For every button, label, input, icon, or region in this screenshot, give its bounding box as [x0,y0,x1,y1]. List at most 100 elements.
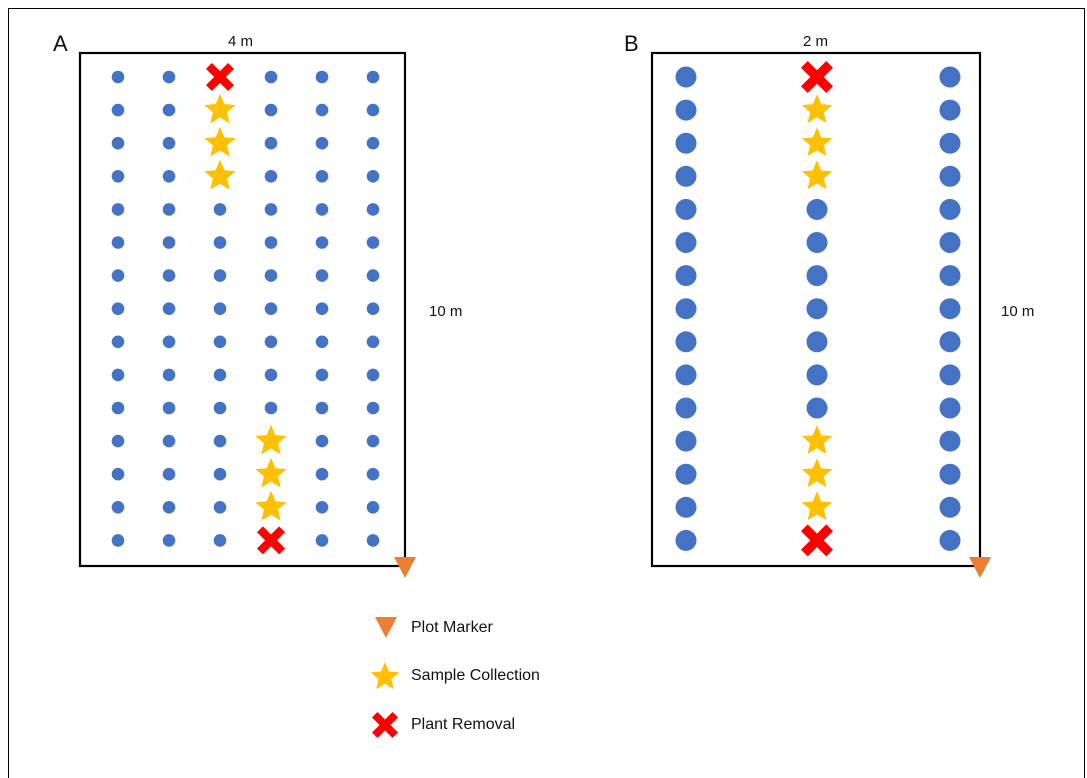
plant-dot [366,269,380,282]
plant-dot [366,335,380,349]
plant-dot [806,198,828,220]
plot-marker-triangle-down-icon [394,557,416,578]
plant-dot [213,203,227,216]
plant-dot [939,364,961,386]
plant-dot [264,236,278,249]
plant-dot [162,534,176,547]
legend-plant-removal-x-mark-icon [372,712,398,738]
panel-b [650,51,991,578]
legend-label-sample-collection: Sample Collection [411,667,540,684]
plant-dot [213,401,227,415]
plant-dot [366,501,380,514]
plant-dot [939,99,961,121]
sample-collection-star-icon [255,457,287,488]
plant-dot [111,302,125,316]
plant-dot [264,170,278,183]
plant-dot [162,302,176,316]
sample-collection-star-icon [801,160,833,190]
plant-dot [675,165,697,187]
plant-dot [366,136,380,150]
sample-collection-star-icon [204,93,236,124]
legend-sample-collection-star-icon [370,662,400,690]
plant-dot [264,103,278,117]
plant-dot [366,170,380,183]
plant-dot [675,298,697,320]
plant-dot [111,534,125,547]
plant-dot [162,269,176,282]
legend-plot-marker-triangle-down-icon [375,617,397,638]
plant-dot [162,335,176,349]
plant-dot [939,66,961,88]
plant-dot [264,269,278,282]
plant-dot [315,534,329,547]
plant-dot [111,401,125,415]
plant-dot [366,103,380,117]
plant-dot [315,70,329,84]
plant-dot [162,70,176,84]
plant-dot [806,265,828,287]
plant-dot [264,335,278,349]
plant-dot [213,501,227,514]
plant-dot [162,501,176,514]
plant-dot [264,401,278,415]
plant-dot [939,496,961,518]
plant-dot [315,335,329,349]
sample-collection-star-icon [801,458,833,488]
plant-dot [675,463,697,485]
plant-dot [675,364,697,386]
plant-dot [939,232,961,253]
plant-dot [806,298,828,320]
plant-dot [111,335,125,349]
plant-dot [675,232,697,253]
plant-dot [939,529,961,551]
plant-dot [111,467,125,481]
panel-b-width-label: 2 m [803,33,829,50]
plant-dot [213,269,227,282]
plant-dot [939,132,961,154]
plant-dot [111,170,125,183]
plant-dot [315,401,329,415]
plant-dot [675,331,697,353]
plant-dot [162,401,176,415]
panel-a-height-label: 10 m [429,303,463,320]
plot-boundary [650,51,982,568]
plant-dot [264,136,278,150]
plant-dot [111,203,125,216]
plant-dot [111,236,125,249]
plant-dot [366,467,380,481]
plant-dot [675,529,697,551]
plant-dot [315,434,329,448]
plant-dot [264,302,278,316]
plant-dot [213,368,227,382]
plant-dot [366,236,380,249]
plant-dot [315,203,329,216]
panel-a-width-label: 4 m [228,33,254,50]
plant-dot [366,302,380,316]
plant-dot [806,364,828,386]
plant-dot [806,232,828,253]
plant-dot [162,368,176,382]
plant-dot [315,136,329,150]
sample-collection-star-icon [255,424,287,455]
plant-dot [162,136,176,150]
plant-dot [366,401,380,415]
sample-collection-star-icon [801,127,833,157]
figure-frame [8,8,1085,778]
plant-dot [806,331,828,353]
plant-dot [675,265,697,287]
plant-dot [162,103,176,117]
plant-dot [939,265,961,287]
plant-dot [111,269,125,282]
plant-dot [162,434,176,448]
plant-dot [264,70,278,84]
plant-dot [939,397,961,419]
plant-dot [939,430,961,452]
plant-removal-x-mark-icon [206,63,234,91]
plant-dot [315,103,329,117]
plant-dot [675,430,697,452]
plot-marker-triangle-down-icon [969,557,991,578]
plant-dot [939,298,961,320]
plant-dot [111,501,125,514]
plant-dot [315,236,329,249]
plant-dot [315,368,329,382]
